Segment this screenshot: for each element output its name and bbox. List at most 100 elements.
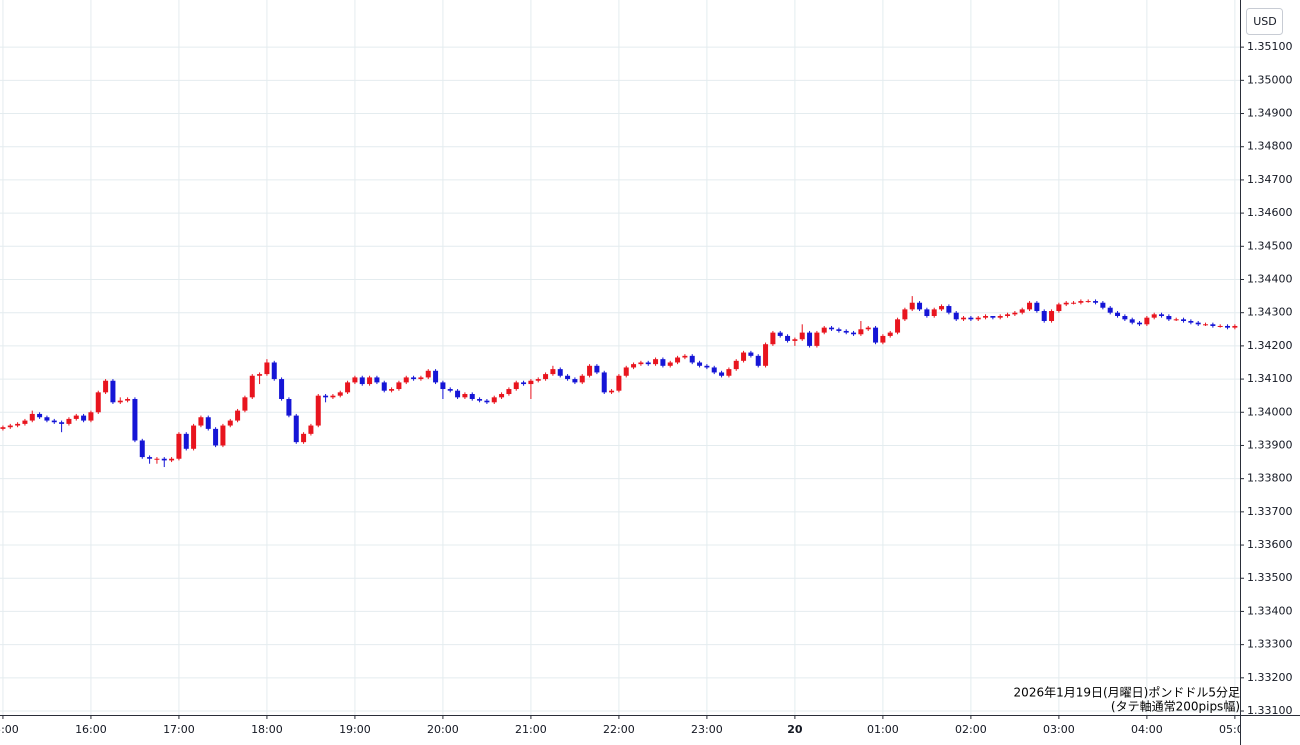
candle-body — [1115, 312, 1121, 317]
y-tick-label: 1.34900 — [1247, 107, 1293, 120]
candle-body — [491, 397, 497, 403]
candle-body — [880, 335, 886, 343]
candle-body — [755, 355, 761, 366]
candle-body — [660, 359, 666, 366]
candle-body — [543, 374, 549, 380]
y-tick-label: 1.34000 — [1247, 405, 1293, 418]
candle-body — [785, 335, 791, 341]
candle-body — [953, 312, 959, 320]
candle-body — [345, 382, 351, 393]
candle-body — [565, 375, 571, 380]
candle-body — [1188, 320, 1194, 323]
x-axis: 15:00 16:00 17:00 18:00 19:00 20:00 21:00 22:00… — [0, 715, 1251, 736]
candle-body — [902, 309, 908, 320]
y-tick-label: 1.33500 — [1247, 571, 1293, 584]
candle-body — [0, 427, 6, 429]
candle-body — [396, 382, 402, 390]
candle-body — [1232, 325, 1238, 328]
candle-body — [895, 319, 901, 333]
candle-body — [73, 415, 79, 419]
annotation: 2026年1月19日(月曜日)ポンドドル5分足 — [1014, 686, 1240, 700]
candle-body — [939, 306, 945, 310]
candle-body — [440, 382, 446, 390]
y-tick-label: 1.34800 — [1247, 140, 1293, 153]
candle-body — [594, 365, 600, 373]
y-tick-label: 1.33300 — [1247, 638, 1293, 651]
y-tick-label: 1.33900 — [1247, 438, 1293, 451]
candle-body — [689, 355, 695, 363]
candle-body — [557, 369, 563, 376]
candle-body — [323, 395, 329, 398]
candle-body — [1137, 322, 1143, 325]
candle-body — [477, 398, 483, 401]
candle-body — [719, 372, 725, 376]
y-tick-label: 1.34100 — [1247, 372, 1293, 385]
candle-body — [946, 306, 952, 313]
candle-body — [7, 425, 13, 428]
candle-body — [15, 423, 21, 426]
candle-body — [132, 398, 138, 441]
candle-body — [748, 352, 754, 356]
candle-body — [682, 355, 688, 358]
x-tick-label: 17:00 — [163, 723, 195, 736]
candle-body — [330, 395, 336, 398]
candle-body — [418, 377, 424, 380]
x-tick-label: 20:00 — [427, 723, 459, 736]
candle-body — [733, 360, 739, 370]
candle-body — [851, 332, 857, 335]
candle-body — [29, 413, 35, 421]
y-tick-label: 1.33400 — [1247, 604, 1293, 617]
candle-body — [550, 369, 556, 375]
candle-body — [301, 433, 307, 443]
x-tick-label: 03:00 — [1043, 723, 1075, 736]
candle-body — [821, 327, 827, 333]
candle-body — [1166, 316, 1172, 320]
candle-body — [1129, 319, 1135, 323]
candle-body — [1012, 312, 1018, 315]
annotation: (タテ軸通常200pips幅) — [1111, 699, 1240, 714]
x-tick-label: 23:00 — [691, 723, 723, 736]
candle-body — [220, 425, 226, 446]
candle-body — [829, 327, 835, 330]
candle-body — [88, 412, 94, 421]
candle-body — [836, 329, 842, 331]
candle-body — [623, 367, 629, 376]
candle-body — [807, 332, 813, 346]
candle-body — [1203, 324, 1209, 326]
candle-body — [1173, 319, 1179, 321]
candle-body — [227, 420, 233, 426]
x-tick-label: 05:00 — [1219, 723, 1251, 736]
y-axis: 1.33100 1.33200 1.33300 1.33400 1.33500 1.336… — [1240, 40, 1293, 717]
candle-body — [425, 370, 431, 378]
candle-body — [1019, 309, 1025, 313]
x-tick-label: 19:00 — [339, 723, 371, 736]
candle-body — [1225, 325, 1231, 328]
y-tick-label: 1.34400 — [1247, 272, 1293, 285]
candle-body — [1195, 322, 1201, 325]
candle-body — [535, 379, 541, 381]
candle-body — [601, 372, 607, 393]
candle-body — [176, 433, 182, 459]
candle-body — [631, 364, 637, 368]
currency-box — [1246, 8, 1283, 35]
candle-body — [139, 440, 145, 458]
candle-body — [462, 394, 468, 398]
candle-body — [814, 332, 820, 346]
candle-body — [59, 422, 65, 424]
candle-body — [389, 389, 395, 391]
candle-body — [1144, 317, 1150, 325]
candle-body — [352, 377, 358, 383]
candle-body — [315, 395, 321, 426]
candle-body — [645, 362, 651, 365]
y-tick-label: 1.34500 — [1247, 239, 1293, 252]
candle-body — [103, 380, 109, 393]
candle-body — [51, 420, 57, 423]
x-tick-label: 18:00 — [251, 723, 283, 736]
x-tick-label: 04:00 — [1131, 723, 1163, 736]
candle-body — [521, 382, 527, 385]
candle-body — [924, 309, 930, 317]
candle-body — [337, 392, 343, 396]
candle-body — [1085, 301, 1091, 303]
candle-body — [653, 359, 659, 365]
